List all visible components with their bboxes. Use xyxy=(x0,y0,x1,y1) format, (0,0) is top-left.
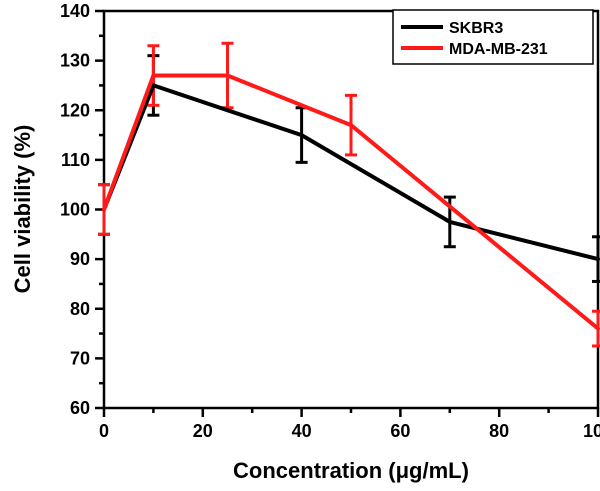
x-axis-title: Concentration (μg/mL) xyxy=(233,458,469,483)
y-tick-label: 80 xyxy=(70,299,90,319)
x-tick-label: 20 xyxy=(193,421,213,441)
x-tick-label: 100 xyxy=(583,421,600,441)
y-tick-label: 70 xyxy=(70,348,90,368)
y-tick-label: 90 xyxy=(70,249,90,269)
series-skbr3 xyxy=(98,54,600,283)
x-tick-label: 40 xyxy=(292,421,312,441)
legend-box xyxy=(392,9,594,65)
y-tick-label: 130 xyxy=(60,51,90,71)
x-tick-label: 60 xyxy=(390,421,410,441)
legend-label: SKBR3 xyxy=(449,20,503,37)
series-mda-mb-231 xyxy=(98,41,600,348)
x-tick-label: 0 xyxy=(99,421,109,441)
y-tick-label: 60 xyxy=(70,398,90,418)
y-tick-label: 140 xyxy=(60,1,90,21)
y-tick-label: 110 xyxy=(61,150,90,170)
plot-frame xyxy=(102,9,600,410)
y-tick-label: 120 xyxy=(60,100,90,120)
series-line xyxy=(102,73,600,331)
legend-label: MDA-MB-231 xyxy=(449,41,548,58)
x-tick-label: 80 xyxy=(489,421,509,441)
y-tick-label: 100 xyxy=(60,200,90,220)
y-axis-title: Cell viability (%) xyxy=(10,125,35,294)
series-line xyxy=(102,83,600,262)
